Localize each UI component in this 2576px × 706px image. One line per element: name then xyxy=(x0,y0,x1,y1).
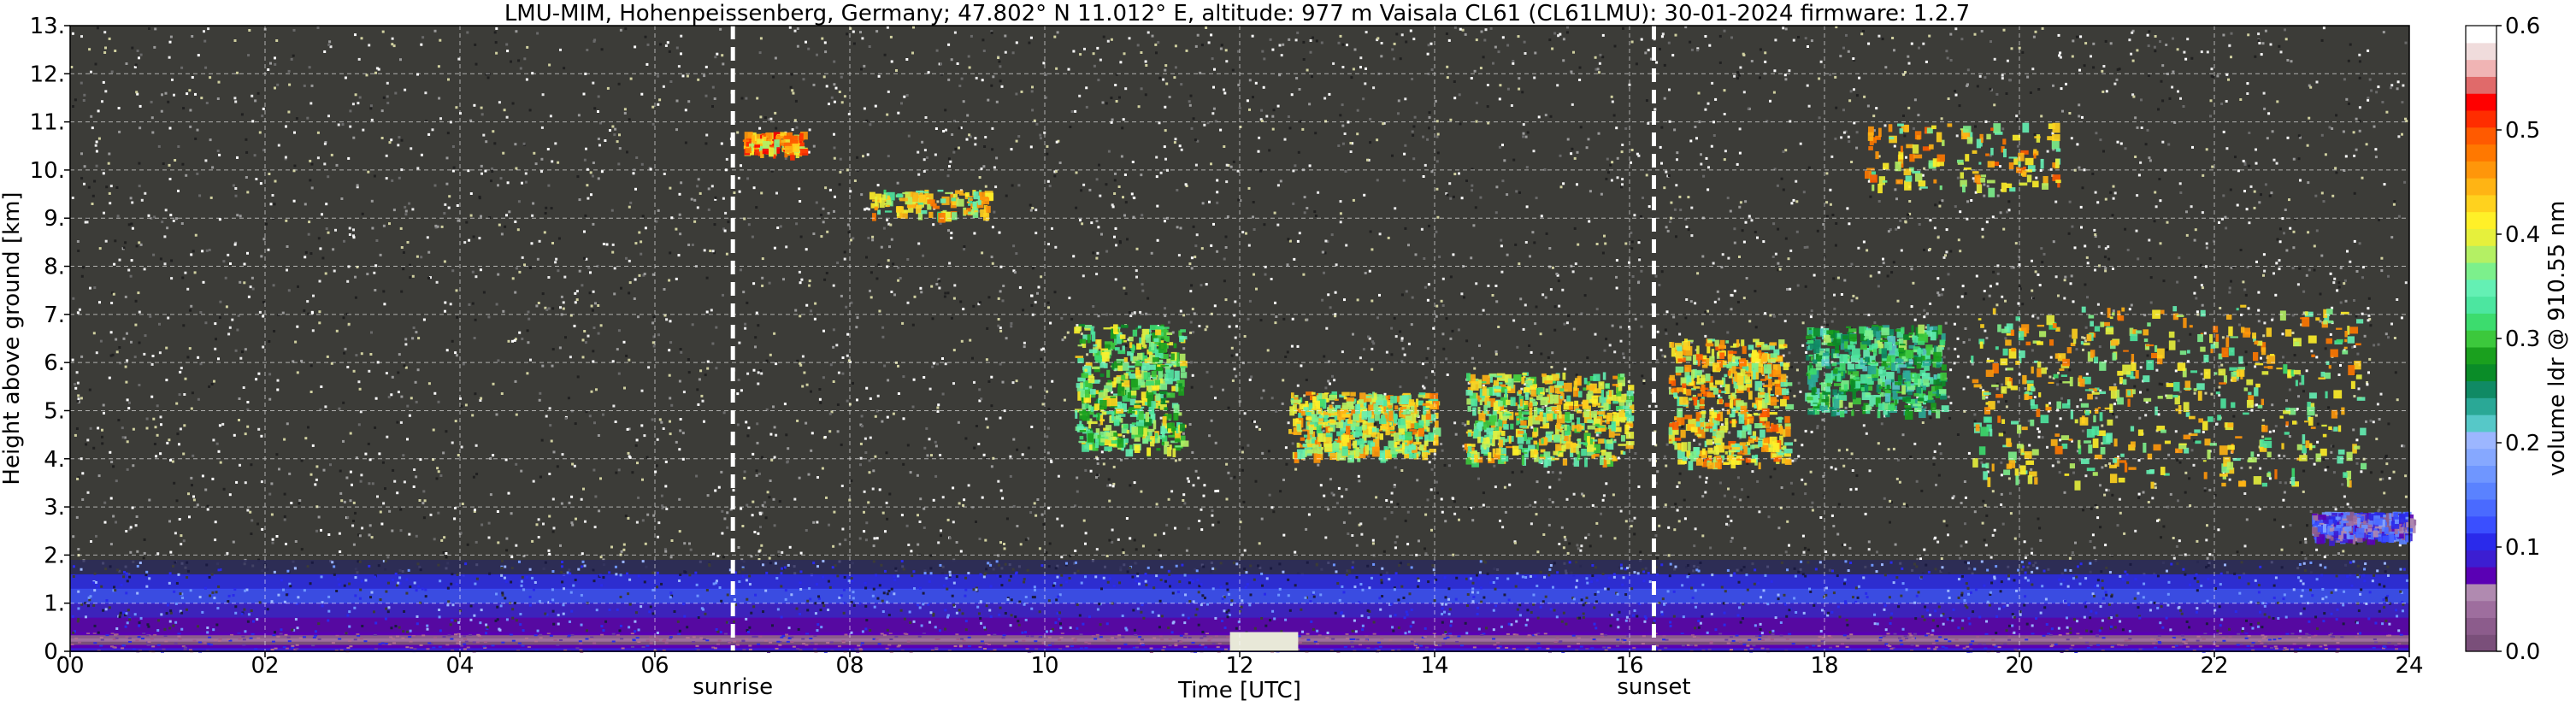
feature-cloud xyxy=(1668,338,1795,471)
colorbar-swatch xyxy=(2466,482,2496,500)
y-tick-label: 0. xyxy=(44,639,65,665)
y-tick-label: 9. xyxy=(44,206,65,232)
feature-data-gap xyxy=(1229,632,1299,651)
y-tick-label: 7. xyxy=(44,303,65,328)
x-tick-label: 24 xyxy=(2395,653,2423,679)
colorbar-swatch xyxy=(2466,550,2496,568)
x-tick-label: 06 xyxy=(640,653,669,679)
y-tick-label: 11. xyxy=(30,110,65,136)
colorbar-swatch xyxy=(2466,515,2496,534)
colorbar-swatch xyxy=(2466,262,2496,280)
colorbar-tick-label: 0.0 xyxy=(2505,639,2540,665)
colorbar-swatch xyxy=(2466,228,2496,246)
x-tick-label: 18 xyxy=(1810,653,1838,679)
colorbar-swatch xyxy=(2466,448,2496,466)
x-tick-label: 02 xyxy=(251,653,279,679)
x-tick-label: 22 xyxy=(2200,653,2228,679)
colorbar-swatch xyxy=(2466,397,2496,415)
marker-label-sunset: sunset xyxy=(1617,674,1690,700)
y-tick-label: 10. xyxy=(30,158,65,184)
x-tick-label: 08 xyxy=(835,653,864,679)
colorbar-swatch xyxy=(2466,279,2496,297)
feature-cloud xyxy=(1288,391,1441,463)
colorbar-swatch xyxy=(2466,363,2496,382)
colorbar-swatch xyxy=(2466,42,2496,61)
y-tick-label: 6. xyxy=(44,350,65,376)
colorbar-tick-label: 0.3 xyxy=(2505,327,2540,352)
colorbar-swatch xyxy=(2466,76,2496,94)
x-tick-label: 14 xyxy=(1420,653,1448,679)
colorbar-swatch xyxy=(2466,583,2496,602)
y-tick-label: 12. xyxy=(30,62,65,87)
feature-cirrus xyxy=(742,131,809,161)
colorbar-swatch xyxy=(2466,415,2496,432)
colorbar-swatch xyxy=(2466,600,2496,619)
colorbar-tick-label: 0.2 xyxy=(2505,431,2540,456)
colorbar-swatch xyxy=(2466,161,2496,179)
colorbar-tick-label: 0.6 xyxy=(2505,14,2540,39)
colorbar-swatch xyxy=(2466,126,2496,145)
colorbar-swatch xyxy=(2466,178,2496,196)
x-tick-label: 12 xyxy=(1225,653,1253,679)
feature-cloud xyxy=(1074,324,1189,458)
colorbar-swatch xyxy=(2466,567,2496,585)
colorbar-swatch xyxy=(2466,330,2496,348)
colorbar-tick-label: 0.5 xyxy=(2505,118,2540,144)
x-axis: 00 02 04 06 08 10 12 14 16 18 20 22 24 xyxy=(56,651,2424,679)
colorbar-swatch xyxy=(2466,532,2496,550)
y-tick-label: 8. xyxy=(44,255,65,280)
feature-cirrus xyxy=(1864,122,2061,197)
y-tick-label: 1. xyxy=(44,591,65,617)
x-tick-label: 20 xyxy=(2005,653,2033,679)
colorbar-label: volume ldr @ 910.55 nm xyxy=(2544,201,2570,477)
colorbar-swatch xyxy=(2466,59,2496,77)
colorbar-swatch xyxy=(2466,26,2496,44)
grid-lines xyxy=(70,26,2409,651)
y-tick-label: 2. xyxy=(44,543,65,568)
colorbar-swatch xyxy=(2466,109,2496,128)
colorbar-swatch xyxy=(2466,93,2496,111)
y-tick-label: 3. xyxy=(44,495,65,521)
colorbar-swatch xyxy=(2466,431,2496,450)
feature-low-layer xyxy=(2312,511,2417,546)
colorbar-swatch xyxy=(2466,144,2496,162)
feature-cirrus xyxy=(869,189,994,223)
colorbar-swatch xyxy=(2466,634,2496,652)
plot-area: sunrise sunset xyxy=(69,25,2417,700)
y-axis-label: Height above ground [km] xyxy=(0,191,25,485)
colorbar-swatch xyxy=(2466,465,2496,483)
colorbar-swatch xyxy=(2466,617,2496,635)
colorbar-swatch xyxy=(2466,296,2496,314)
colorbar-swatch xyxy=(2466,313,2496,331)
colorbar-swatch xyxy=(2466,245,2496,263)
x-tick-label: 04 xyxy=(445,653,474,679)
colorbar-tick-label: 0.1 xyxy=(2505,535,2540,561)
feature-cloud xyxy=(1971,304,2367,491)
colorbar-swatch xyxy=(2466,346,2496,365)
x-axis-label: Time [UTC] xyxy=(1177,678,1301,703)
sun-markers: sunrise sunset xyxy=(693,26,1691,700)
colorbar-swatch xyxy=(2466,194,2496,213)
feature-cloud xyxy=(1464,372,1635,468)
colorbar-tick-label: 0.4 xyxy=(2505,222,2540,248)
y-axis: 0. 1. 2. 3. 4. 5. 6. 7. 8. 9. 10. 11. 12. 13. xyxy=(30,14,70,665)
chart-title: LMU-MIM, Hohenpeissenberg, Germany; 47.8… xyxy=(504,1,1970,26)
x-tick-label: 10 xyxy=(1030,653,1058,679)
x-tick-label: 00 xyxy=(56,653,84,679)
colorbar-swatch xyxy=(2466,380,2496,398)
y-tick-label: 4. xyxy=(44,447,65,473)
colorbar-swatch xyxy=(2466,498,2496,517)
colorbar-swatch xyxy=(2466,211,2496,230)
colorbar: 0.0 0.1 0.2 0.3 0.4 0.5 0.6 xyxy=(2465,14,2540,665)
marker-label-sunrise: sunrise xyxy=(693,674,773,700)
x-tick-label: 16 xyxy=(1615,653,1643,679)
y-tick-label: 13. xyxy=(30,14,65,39)
y-tick-label: 5. xyxy=(44,398,65,424)
